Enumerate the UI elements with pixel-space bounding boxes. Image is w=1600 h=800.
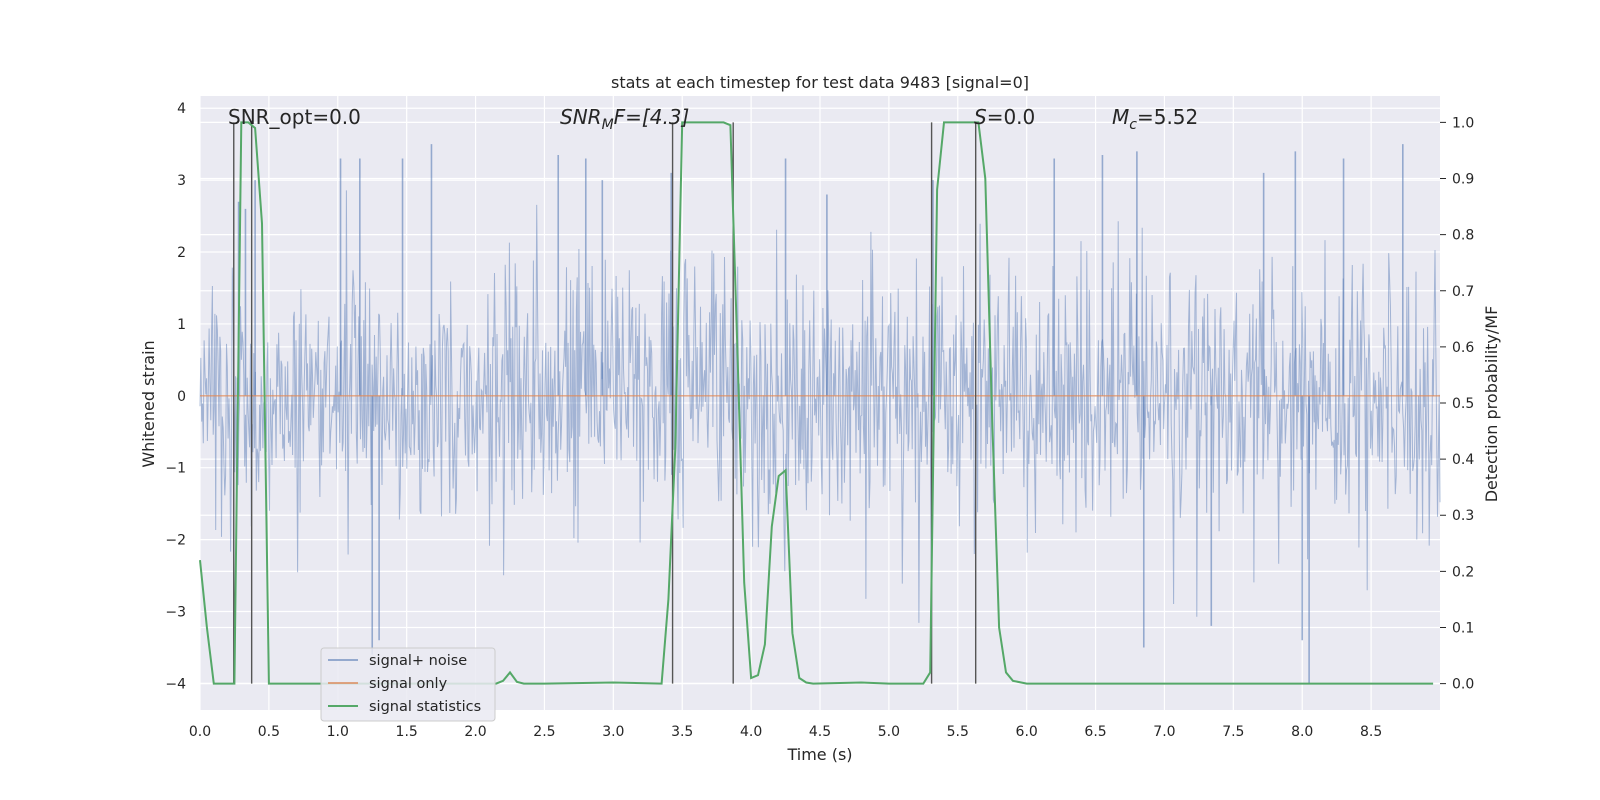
x-tick-label-2: 1.0 <box>327 724 349 740</box>
left-y-tick-label-8: −4 <box>165 676 186 692</box>
x-tick-label-3: 1.5 <box>396 724 418 740</box>
right-y-tick-label-10: 0.0 <box>1452 677 1474 693</box>
annotation-s: S=0.0 <box>974 105 1035 129</box>
x-tick-label-11: 5.5 <box>947 724 969 740</box>
left-y-tick-labels: 4 3 2 1 0 −1 −2 −3 −4 <box>165 101 186 692</box>
right-y-tick-label-8: 0.2 <box>1452 564 1474 580</box>
right-y-tick-label-7: 0.3 <box>1452 508 1474 524</box>
signal-statistics-line <box>199 121 1434 685</box>
signal-noise-series <box>199 144 1441 684</box>
x-tick-label-1: 0.5 <box>258 724 280 740</box>
left-y-tick-label-7: −3 <box>165 605 186 621</box>
x-tick-label-4: 2.0 <box>464 724 486 740</box>
x-tick-label-8: 4.0 <box>740 724 762 740</box>
right-y-tick-label-3: 0.7 <box>1452 284 1474 300</box>
signal-statistics-series <box>199 121 1434 685</box>
right-y-tick-label-5: 0.5 <box>1452 396 1474 412</box>
left-y-tick-label-2: 2 <box>177 245 186 261</box>
x-tick-label-10: 5.0 <box>878 724 900 740</box>
legend-box <box>320 647 496 722</box>
left-y-axis-label: Whitened strain <box>139 340 158 467</box>
annotation-mc: Mc=5.52 <box>1112 105 1198 133</box>
signal-noise-line <box>199 190 1441 623</box>
right-y-tick-label-1: 0.9 <box>1452 172 1474 188</box>
right-y-tick-label-9: 0.1 <box>1452 620 1474 636</box>
x-tick-label-6: 3.0 <box>602 724 624 740</box>
x-axis-label: Time (s) <box>786 745 852 764</box>
annotation-snr-mf: SNRMF=[4.3] <box>560 105 689 133</box>
x-tick-label-16: 8.0 <box>1291 724 1313 740</box>
x-tick-label-15: 7.5 <box>1222 724 1244 740</box>
right-y-axis-label: Detection probability/MF <box>1482 306 1501 503</box>
x-tick-label-17: 8.5 <box>1360 724 1382 740</box>
left-y-tick-label-4: 0 <box>177 389 186 405</box>
x-tick-labels: 0.0 0.5 1.0 1.5 2.0 2.5 3.0 3.5 4.0 4.5 5.0 5.5 6.0 6… <box>189 724 1382 740</box>
x-tick-label-0: 0.0 <box>189 724 211 740</box>
right-y-tick-label-0: 1.0 <box>1452 115 1474 131</box>
left-y-tick-label-0: 4 <box>177 101 186 117</box>
legend-label-signal-statistics: signal statistics <box>369 699 481 715</box>
x-tick-label-9: 4.5 <box>809 724 831 740</box>
left-y-tick-label-3: 1 <box>177 317 186 333</box>
chart-title: stats at each timestep for test data 948… <box>611 73 1029 92</box>
right-y-tick-label-4: 0.6 <box>1452 340 1474 356</box>
annotation-snr-opt: SNR_opt=0.0 <box>228 105 361 129</box>
right-y-tick-labels: 1.0 0.9 0.8 0.7 0.6 0.5 0.4 0.3 0.2 0.1 0.0 <box>1440 115 1474 693</box>
x-tick-label-13: 6.5 <box>1084 724 1106 740</box>
right-y-tick-label-2: 0.8 <box>1452 228 1474 244</box>
left-y-tick-label-5: −1 <box>165 461 186 477</box>
x-tick-label-14: 7.0 <box>1153 724 1175 740</box>
left-y-tick-label-6: −2 <box>165 533 186 549</box>
legend-label-signal-only: signal only <box>369 676 448 692</box>
left-y-tick-label-1: 3 <box>177 173 186 189</box>
legend-label-signal-noise: signal+ noise <box>369 653 467 669</box>
right-y-tick-label-6: 0.4 <box>1452 452 1474 468</box>
x-tick-label-5: 2.5 <box>533 724 555 740</box>
x-tick-label-7: 3.5 <box>671 724 693 740</box>
x-tick-label-12: 6.0 <box>1016 724 1038 740</box>
legend: signal+ noise signal only signal statist… <box>320 647 496 722</box>
